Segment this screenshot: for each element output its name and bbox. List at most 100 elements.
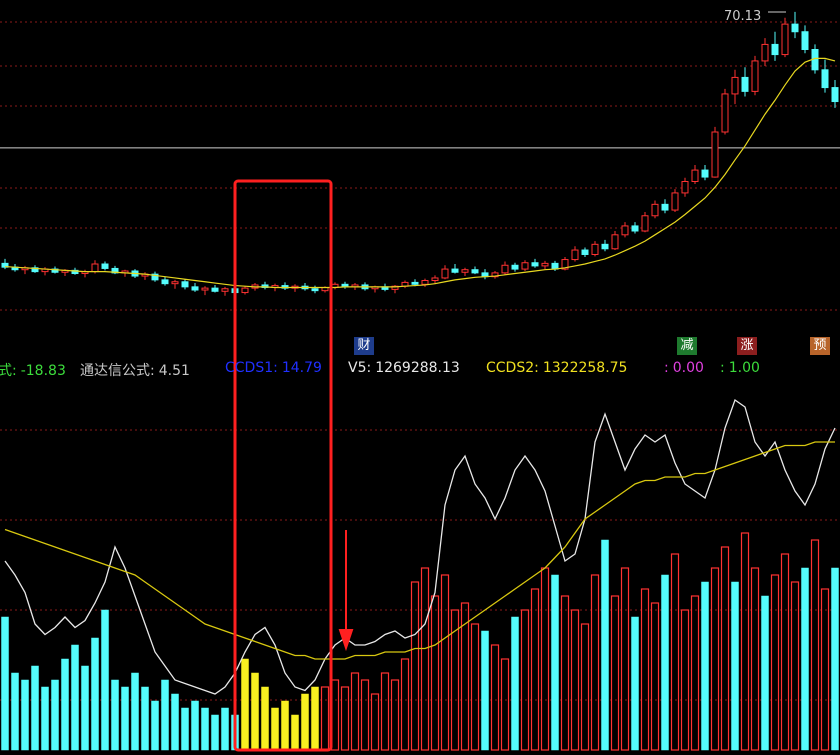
grid — [0, 21, 840, 701]
volume-bar — [511, 616, 519, 751]
volume-bar — [241, 658, 249, 751]
volume-bar — [360, 679, 370, 751]
candle-body — [491, 272, 499, 278]
volume-bar — [831, 567, 839, 751]
candle-body — [711, 131, 719, 178]
readout-value: 1322258.75 — [542, 360, 628, 376]
volume-bar — [610, 595, 620, 751]
candle-body — [391, 285, 399, 290]
candle-body — [311, 288, 319, 292]
readout-item: V5: 1269288.13 — [348, 360, 460, 376]
candle-body — [581, 249, 589, 255]
volume-bar — [390, 679, 400, 751]
volume-bar — [590, 574, 600, 751]
volume-bar — [271, 707, 279, 751]
candle-body — [421, 280, 429, 285]
candle-body — [601, 243, 609, 250]
readout-item: :0.00 — [664, 360, 704, 376]
candle-body — [441, 268, 449, 279]
candle-body — [211, 287, 219, 292]
candle-body — [831, 87, 839, 103]
volume-bar — [430, 595, 440, 751]
volume-bar — [440, 574, 450, 751]
indicator-line — [4, 441, 835, 660]
volume-bar — [670, 553, 680, 751]
candle-body — [461, 269, 469, 273]
candle-body — [91, 263, 99, 273]
high-label: 70.13 — [724, 9, 761, 24]
volume-bar — [701, 581, 709, 751]
volume-bar — [801, 567, 809, 751]
volume-bar — [171, 693, 179, 751]
volume-bar — [680, 609, 690, 751]
readout-item: 通达信公式: 4.51 — [80, 360, 190, 380]
volume-bar — [311, 686, 319, 751]
readout-label: V5: — [348, 360, 372, 376]
volume-bar — [380, 672, 390, 751]
candle-body — [501, 264, 509, 274]
candle-body — [611, 234, 619, 250]
volume-bar — [661, 574, 669, 751]
volume-bar — [560, 595, 570, 751]
candle-body — [201, 287, 209, 291]
candle-body — [661, 203, 669, 211]
event-marker: 财 — [354, 337, 374, 355]
volume-bar — [710, 567, 720, 751]
volume-bar — [500, 658, 510, 751]
candle-body — [691, 169, 699, 182]
candle-body — [651, 203, 659, 217]
readout-value: -18.83 — [20, 363, 66, 379]
readout-label: CCDS2: — [486, 360, 539, 376]
candle-body — [741, 76, 749, 92]
candle-body — [671, 192, 679, 211]
volume-bar — [551, 574, 559, 751]
volume-bar — [181, 707, 189, 751]
volume-bar — [251, 672, 259, 751]
candle-body — [631, 225, 639, 232]
volume-bar — [810, 539, 820, 751]
volume-bar — [420, 567, 430, 751]
volume-bar — [481, 630, 489, 751]
volume-bar — [261, 686, 269, 751]
candle-body — [561, 259, 569, 270]
candle-body — [571, 249, 579, 261]
candle-body — [781, 23, 789, 56]
volume-bar — [570, 609, 580, 751]
candle-body — [191, 286, 199, 291]
volume-bar — [410, 581, 420, 751]
volume-bar — [201, 707, 209, 751]
candle-body — [171, 281, 179, 285]
volume-bar — [11, 672, 19, 751]
volume-bar — [650, 602, 660, 751]
arrow — [338, 530, 354, 652]
readout-item: 式: -18.83 — [0, 360, 66, 380]
volume-bar — [370, 693, 380, 751]
volume-bar — [470, 623, 480, 751]
readout-value: 0.00 — [672, 360, 704, 376]
volume-bar — [790, 581, 800, 751]
volume-bar — [330, 679, 340, 751]
highlight-box — [233, 179, 333, 752]
volume-bar — [91, 637, 99, 751]
volume-bar — [690, 595, 700, 751]
volume-bar — [640, 588, 650, 751]
volume-bar — [211, 714, 219, 751]
readout-item: CCDS2: 1322258.75 — [486, 360, 627, 376]
candle-body — [411, 281, 419, 285]
candle-body — [821, 69, 829, 89]
volume-bar — [350, 672, 360, 751]
candle-body — [221, 288, 229, 292]
ma-line — [4, 57, 836, 289]
candle-body — [721, 93, 729, 133]
candle-body — [151, 273, 159, 281]
volume-bar — [291, 714, 299, 751]
candle-body — [71, 269, 79, 275]
volume-bar — [221, 707, 229, 751]
candle-body — [681, 181, 689, 194]
candle-body — [111, 267, 119, 274]
candle-body — [241, 287, 249, 294]
volume-bar — [281, 700, 289, 751]
volume-bar — [740, 532, 750, 751]
readout-value: 14.79 — [281, 360, 322, 376]
candle-body — [1, 262, 9, 268]
